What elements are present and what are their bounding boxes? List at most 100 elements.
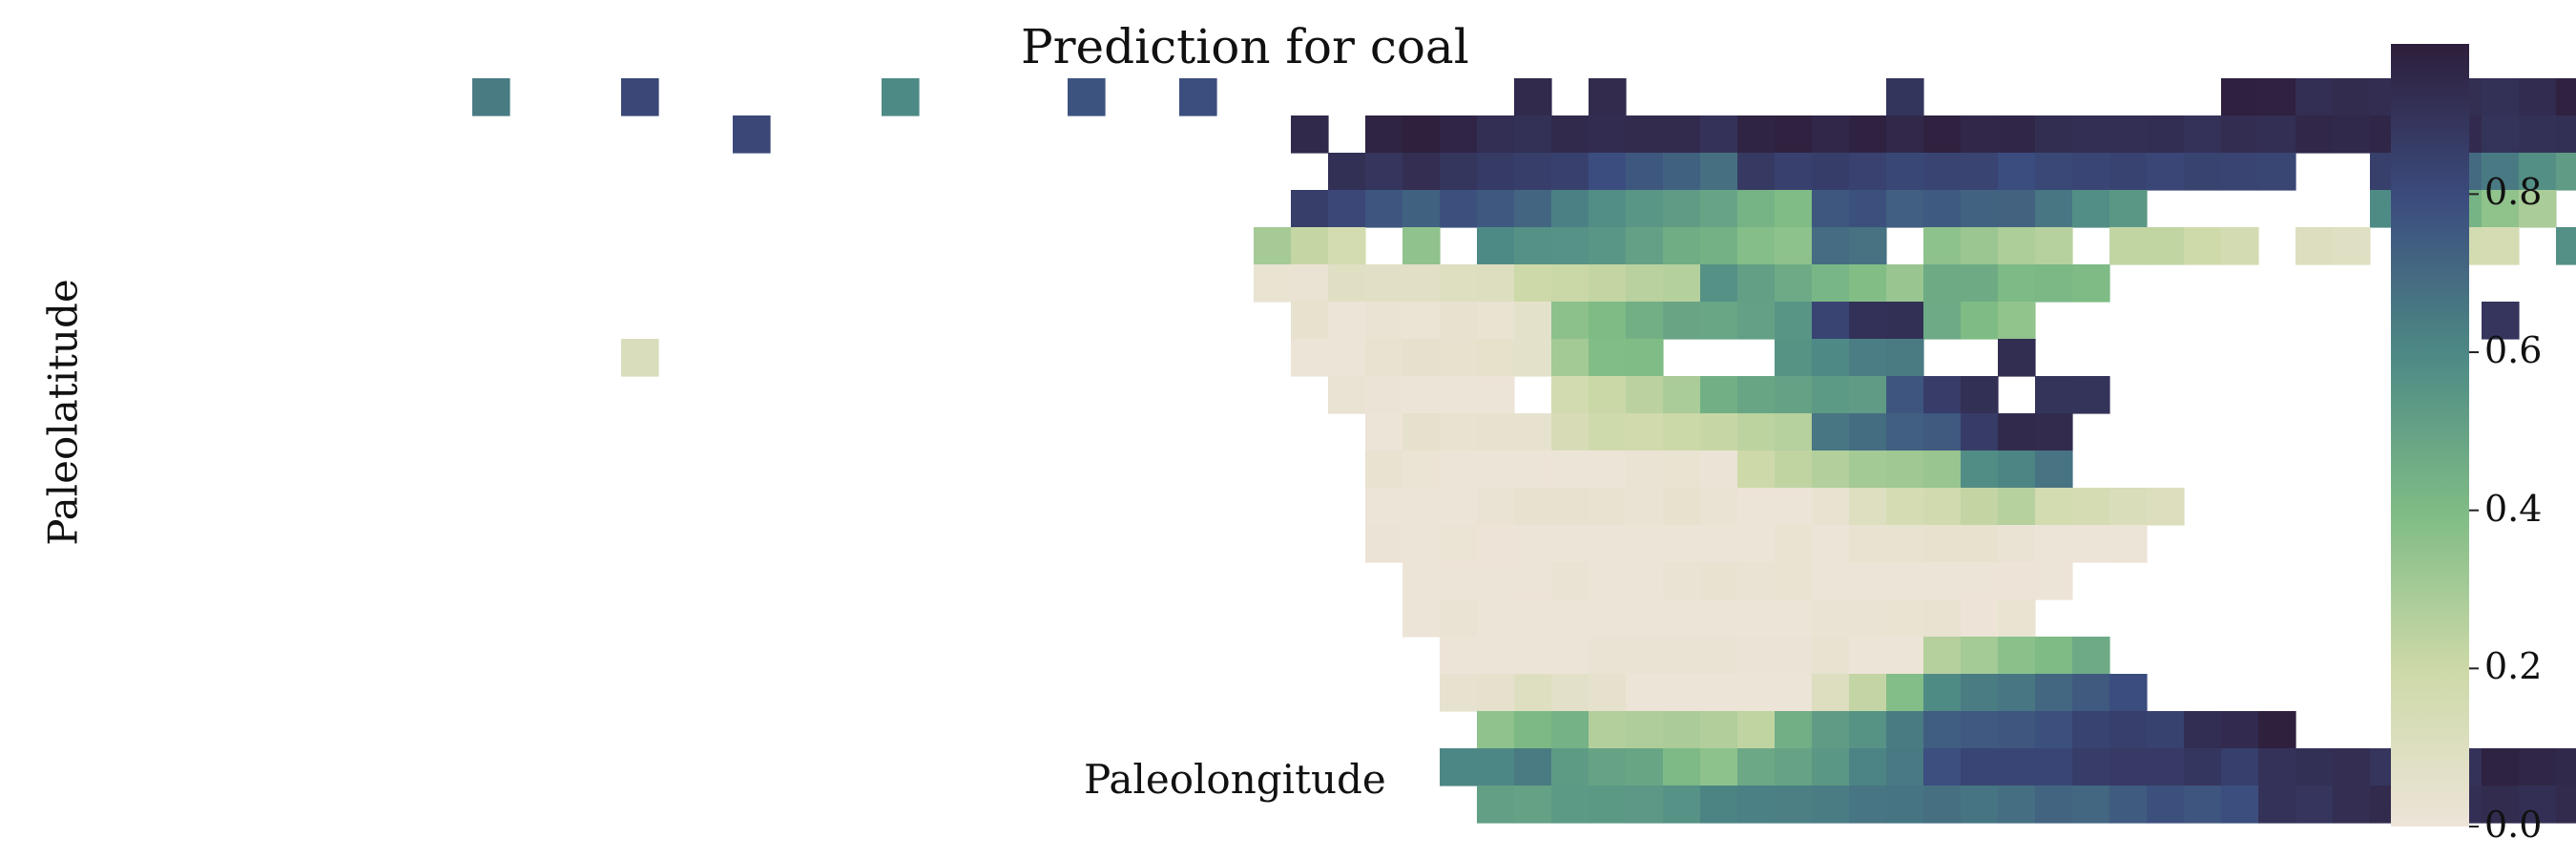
heatmap-cell bbox=[1589, 302, 1627, 340]
heatmap-cell bbox=[1886, 488, 1924, 526]
heatmap-cell bbox=[2072, 748, 2110, 786]
heatmap-cell bbox=[1514, 339, 1552, 377]
heatmap-cell bbox=[1477, 450, 1515, 489]
heatmap-cell bbox=[472, 78, 510, 116]
heatmap-cell bbox=[2035, 115, 2073, 154]
heatmap-cell bbox=[1775, 637, 1813, 675]
heatmap-cell bbox=[2184, 711, 2222, 749]
heatmap-cell bbox=[1849, 413, 1887, 451]
heatmap-cell bbox=[1775, 413, 1813, 451]
heatmap-cell bbox=[1626, 115, 1664, 154]
heatmap-cell bbox=[1626, 339, 1664, 377]
heatmap-cell bbox=[2258, 78, 2296, 116]
heatmap-cell bbox=[1886, 264, 1924, 303]
heatmap-cell bbox=[1923, 748, 1962, 786]
heatmap-cell bbox=[1923, 413, 1962, 451]
heatmap-cell bbox=[1365, 153, 1403, 191]
heatmap-cell bbox=[1849, 488, 1887, 526]
heatmap-cell bbox=[1365, 376, 1403, 414]
heatmap-cell bbox=[1886, 748, 1924, 786]
heatmap-cell bbox=[2258, 153, 2296, 191]
heatmap-cell bbox=[1663, 525, 1701, 563]
heatmap-cell bbox=[1961, 153, 1999, 191]
heatmap-cell bbox=[1700, 786, 1738, 824]
heatmap-cell bbox=[1551, 413, 1589, 451]
heatmap-cell bbox=[1328, 227, 1366, 265]
heatmap-cell bbox=[1998, 413, 2036, 451]
heatmap-cell bbox=[2109, 153, 2148, 191]
colorbar-tick-label: 0.2 bbox=[2484, 645, 2543, 688]
heatmap-cell bbox=[1775, 599, 1813, 638]
colorbar-gradient bbox=[2391, 44, 2469, 827]
heatmap-cell bbox=[2072, 674, 2110, 712]
heatmap-cell bbox=[1514, 525, 1552, 563]
heatmap-cell bbox=[2519, 786, 2557, 824]
heatmap-cell bbox=[1700, 376, 1738, 414]
heatmap-cell bbox=[1812, 562, 1850, 600]
heatmap-cell bbox=[2184, 748, 2222, 786]
heatmap-cell bbox=[1886, 599, 1924, 638]
heatmap-cell bbox=[1365, 115, 1403, 154]
heatmap-cell bbox=[1626, 376, 1664, 414]
heatmap-cell bbox=[1700, 413, 1738, 451]
heatmap-cell bbox=[2109, 786, 2148, 824]
heatmap-cell bbox=[1775, 190, 1813, 228]
heatmap-cell bbox=[1402, 302, 1441, 340]
heatmap-cell bbox=[1775, 525, 1813, 563]
heatmap-cell bbox=[1923, 674, 1962, 712]
heatmap-cell bbox=[2072, 190, 2110, 228]
heatmap-cell bbox=[1812, 264, 1850, 303]
heatmap-cell bbox=[1886, 450, 1924, 489]
heatmap-cell bbox=[1737, 153, 1776, 191]
heatmap-cell bbox=[1402, 153, 1441, 191]
heatmap-cell bbox=[2333, 115, 2371, 154]
heatmap-cell bbox=[1440, 153, 1478, 191]
heatmap-cell bbox=[1886, 376, 1924, 414]
heatmap-cell bbox=[1812, 525, 1850, 563]
heatmap-cell bbox=[1440, 339, 1478, 377]
heatmap-cell bbox=[1402, 264, 1441, 303]
heatmap-cell bbox=[1886, 525, 1924, 563]
heatmap-cell bbox=[1775, 153, 1813, 191]
heatmap-cell bbox=[1663, 711, 1701, 749]
heatmap-cell bbox=[2296, 78, 2334, 116]
heatmap-cell bbox=[1328, 190, 1366, 228]
heatmap-cell bbox=[1998, 711, 2036, 749]
heatmap-cell bbox=[1291, 264, 1329, 303]
heatmap-cell bbox=[1961, 264, 1999, 303]
heatmap-cell bbox=[1365, 190, 1403, 228]
heatmap-cell bbox=[1998, 227, 2036, 265]
heatmap-cell bbox=[1700, 115, 1738, 154]
heatmap-cell bbox=[1068, 78, 1106, 116]
heatmap-cell bbox=[1402, 413, 1441, 451]
heatmap-cell bbox=[1737, 525, 1776, 563]
heatmap-cell bbox=[2258, 748, 2296, 786]
colorbar-tick-label: 0.4 bbox=[2484, 487, 2543, 530]
heatmap-cell bbox=[2258, 711, 2296, 749]
heatmap-cell bbox=[1402, 562, 1441, 600]
heatmap-cell bbox=[1849, 748, 1887, 786]
heatmap-cell bbox=[1923, 711, 1962, 749]
heatmap-cell bbox=[1551, 488, 1589, 526]
heatmap-cell bbox=[1626, 264, 1664, 303]
heatmap-cell bbox=[1961, 450, 1999, 489]
heatmap-cell bbox=[1775, 302, 1813, 340]
heatmap-cell bbox=[1700, 674, 1738, 712]
heatmap-cell bbox=[1626, 525, 1664, 563]
heatmap-cell bbox=[1737, 115, 1776, 154]
heatmap-cell bbox=[2072, 525, 2110, 563]
heatmap-cell bbox=[1477, 115, 1515, 154]
heatmap-cell bbox=[1477, 525, 1515, 563]
heatmap-cell bbox=[1589, 190, 1627, 228]
heatmap-cell bbox=[2109, 748, 2148, 786]
heatmap-cell bbox=[1886, 637, 1924, 675]
heatmap-cell bbox=[1998, 786, 2036, 824]
heatmap-cell bbox=[1291, 190, 1329, 228]
heatmap-cell bbox=[2184, 115, 2222, 154]
heatmap-cell bbox=[1477, 711, 1515, 749]
heatmap-cell bbox=[1663, 450, 1701, 489]
heatmap-cell bbox=[2072, 115, 2110, 154]
heatmap-cell bbox=[2482, 78, 2520, 116]
heatmap-cell bbox=[2109, 674, 2148, 712]
heatmap-cell bbox=[1477, 786, 1515, 824]
